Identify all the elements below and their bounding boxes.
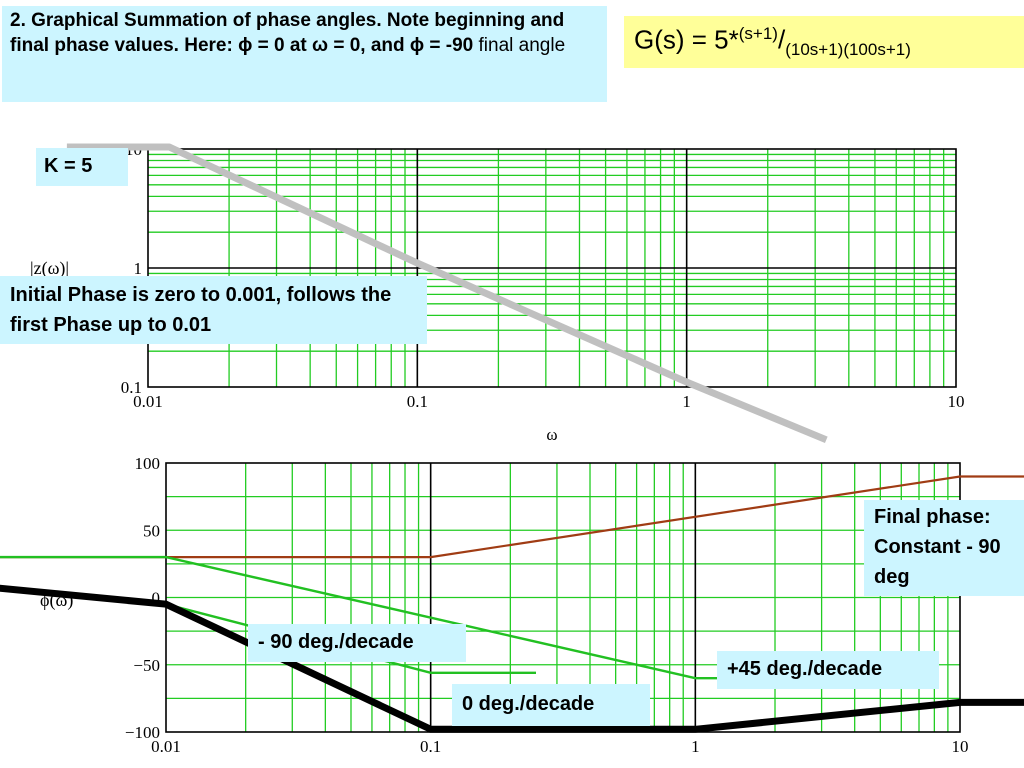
- title-bold-text: 2. Graphical Summation of phase angles. …: [10, 10, 565, 56]
- title-annotation: 2. Graphical Summation of phase angles. …: [2, 6, 607, 102]
- transfer-function-box: G(s) = 5*(s+1)/(10s+1)(100s+1): [624, 16, 1024, 68]
- y-tick-label: 0: [152, 589, 161, 608]
- magnitude-series-0: [66, 143, 828, 444]
- y-tick-label: 100: [135, 454, 161, 473]
- y-tick-label: 0.1: [121, 378, 142, 397]
- plus45-slope-annotation: +45 deg./decade: [717, 651, 939, 689]
- tf-prefix: G(s) = 5*: [634, 24, 739, 55]
- y-tick-label: −100: [125, 723, 160, 742]
- title-light-text: final angle: [478, 35, 566, 56]
- phase-series-3: [0, 584, 1024, 733]
- initial-phase-annotation: Initial Phase is zero to 0.001, follows …: [0, 276, 427, 344]
- x-tick-label: 0.01: [151, 737, 181, 756]
- tf-numerator: (s+1): [738, 24, 778, 43]
- x-tick-label: 1: [691, 737, 700, 756]
- x-tick-label: 0.1: [407, 392, 428, 411]
- minus90-slope-annotation: - 90 deg./decade: [248, 624, 466, 662]
- x-tick-label: 0.01: [133, 392, 163, 411]
- y-tick-label: 1: [134, 259, 143, 278]
- final-phase-annotation: Final phase: Constant - 90 deg: [864, 500, 1024, 596]
- x-tick-label: 10: [952, 737, 969, 756]
- plot-frame: [147, 148, 957, 388]
- x-tick-label: 0.1: [420, 737, 441, 756]
- tf-denominator: (10s+1)(100s+1): [785, 39, 911, 59]
- tf-slash: /: [777, 24, 786, 55]
- x-tick-label: 10: [948, 392, 965, 411]
- x-axis-label: ω: [546, 425, 557, 444]
- zero-slope-annotation: 0 deg./decade: [452, 684, 650, 726]
- x-tick-label: 1: [682, 392, 691, 411]
- gain-annotation: K = 5: [36, 148, 128, 186]
- y-tick-label: 50: [143, 521, 160, 540]
- y-tick-label: −50: [133, 656, 160, 675]
- y-axis-label: |z(ω)|: [30, 258, 69, 279]
